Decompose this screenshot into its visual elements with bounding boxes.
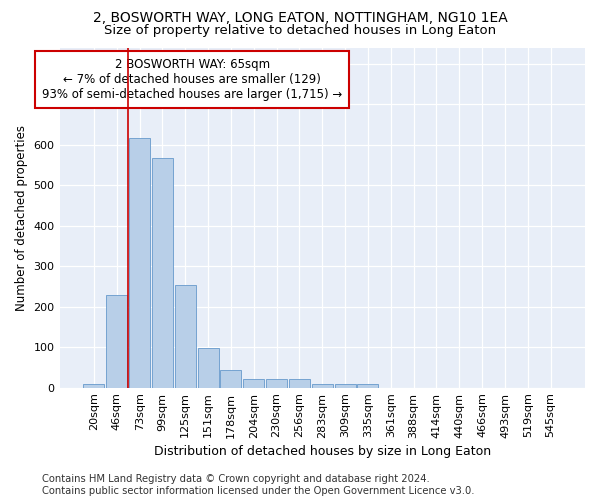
Text: Size of property relative to detached houses in Long Eaton: Size of property relative to detached ho… [104,24,496,37]
Text: Contains HM Land Registry data © Crown copyright and database right 2024.
Contai: Contains HM Land Registry data © Crown c… [42,474,475,496]
Bar [106,296,127,388]
X-axis label: Distribution of detached houses by size in Long Eaton: Distribution of detached houses by size … [154,444,491,458]
Bar [197,348,218,388]
Y-axis label: Number of detached properties: Number of detached properties [15,124,28,310]
Text: 2 BOSWORTH WAY: 65sqm
← 7% of detached houses are smaller (129)
93% of semi-deta: 2 BOSWORTH WAY: 65sqm ← 7% of detached h… [42,58,342,102]
Bar [289,379,310,388]
Bar [220,370,241,388]
Bar [83,384,104,388]
Bar [266,379,287,388]
Bar [175,285,196,388]
Bar [243,379,264,388]
Text: 2, BOSWORTH WAY, LONG EATON, NOTTINGHAM, NG10 1EA: 2, BOSWORTH WAY, LONG EATON, NOTTINGHAM,… [92,11,508,25]
Bar [358,384,379,388]
Bar [152,158,173,388]
Bar [335,384,356,388]
Bar [312,384,333,388]
Bar [129,138,150,388]
